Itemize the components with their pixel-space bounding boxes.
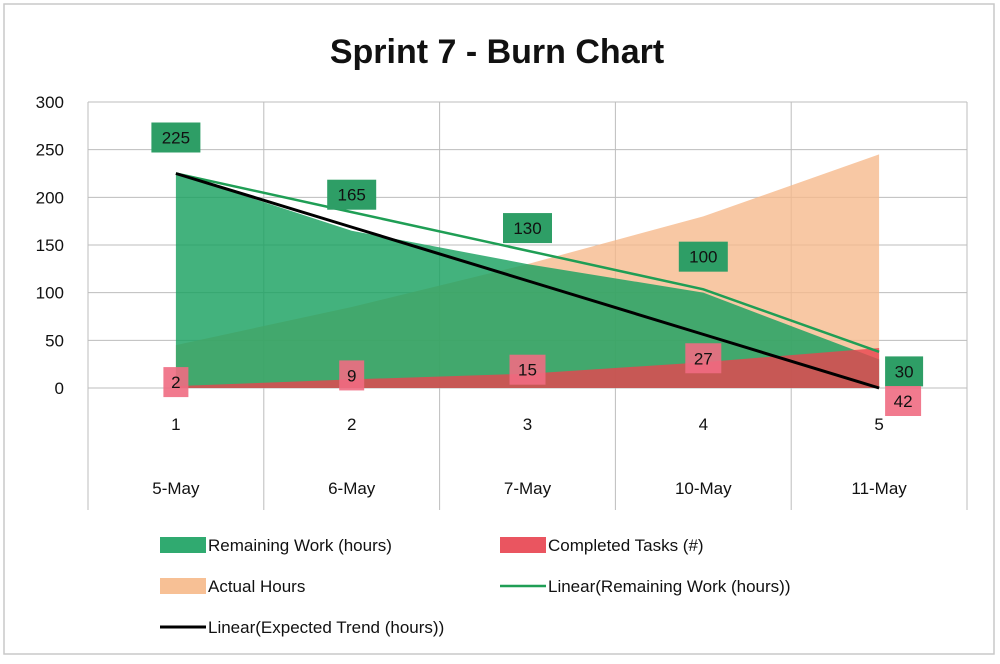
trend-linear-remaining-work-hours [175,172,880,353]
legend-label: Completed Tasks (#) [548,536,704,555]
data-label-remaining-work: 165 [338,186,366,205]
y-tick-label: 0 [55,379,64,398]
x-tick-label: 3 [523,415,532,434]
data-label-box-completed-tasks [509,354,546,385]
data-label-box-completed-tasks [885,386,922,416]
data-label-completed-tasks: 42 [894,392,913,411]
data-label-completed-tasks: 15 [518,361,537,380]
x-tick-label: 2 [347,415,356,434]
x-tick-label: 1 [171,415,180,434]
data-label-remaining-work: 30 [895,362,914,381]
data-label-completed-tasks: 9 [347,366,356,385]
x-category-label: 11-May [851,479,907,498]
y-tick-label: 200 [36,188,64,207]
legend-label: Remaining Work (hours) [208,536,392,555]
data-label-remaining-work: 225 [162,129,190,148]
data-label-box-completed-tasks [163,367,189,398]
data-label-remaining-work: 100 [689,248,717,267]
data-label-box-remaining-work [678,241,728,272]
legend-label: Actual Hours [208,577,305,596]
data-label-box-completed-tasks [339,360,365,391]
legend-label: Linear(Expected Trend (hours)) [208,618,444,637]
x-category-label: 6-May [328,479,376,498]
data-label-box-completed-tasks [685,343,722,374]
axes: 0 50 100 150 200 250 300 1 2 3 4 5 5-May 6-May 7-May 10… [36,93,908,498]
legend: Remaining Work (hours) Completed Tasks (#… [160,536,791,637]
x-category-label: 10-May [675,479,732,498]
trend-linear-expected-trend-hours [175,172,880,390]
y-tick-label: 250 [36,141,64,160]
y-tick-label: 300 [36,93,64,112]
data-label-box-remaining-work [327,179,377,210]
x-tick-label: 5 [874,415,883,434]
y-tick-label: 150 [36,236,64,255]
legend-swatch [160,537,206,553]
legend-swatch [160,578,206,594]
data-label-box-remaining-work [151,122,201,153]
legend-swatch [500,537,546,553]
area-completed-tasks [175,347,880,388]
y-tick-label: 50 [45,331,64,350]
trend-lines [175,172,880,390]
data-label-box-remaining-work [503,213,552,244]
data-labels: 225 165 130 100 30 2 9 15 27 42 [151,122,924,416]
legend-label: Linear(Remaining Work (hours)) [548,577,791,596]
x-tick-label: 4 [699,415,708,434]
x-category-label: 5-May [152,479,200,498]
data-label-completed-tasks: 27 [694,349,713,368]
x-category-label: 7-May [504,479,552,498]
data-label-box-remaining-work [885,356,924,387]
y-tick-label: 100 [36,284,64,303]
chart-title: Sprint 7 - Burn Chart [330,33,664,71]
data-label-completed-tasks: 2 [171,373,180,392]
data-label-remaining-work: 130 [513,219,541,238]
